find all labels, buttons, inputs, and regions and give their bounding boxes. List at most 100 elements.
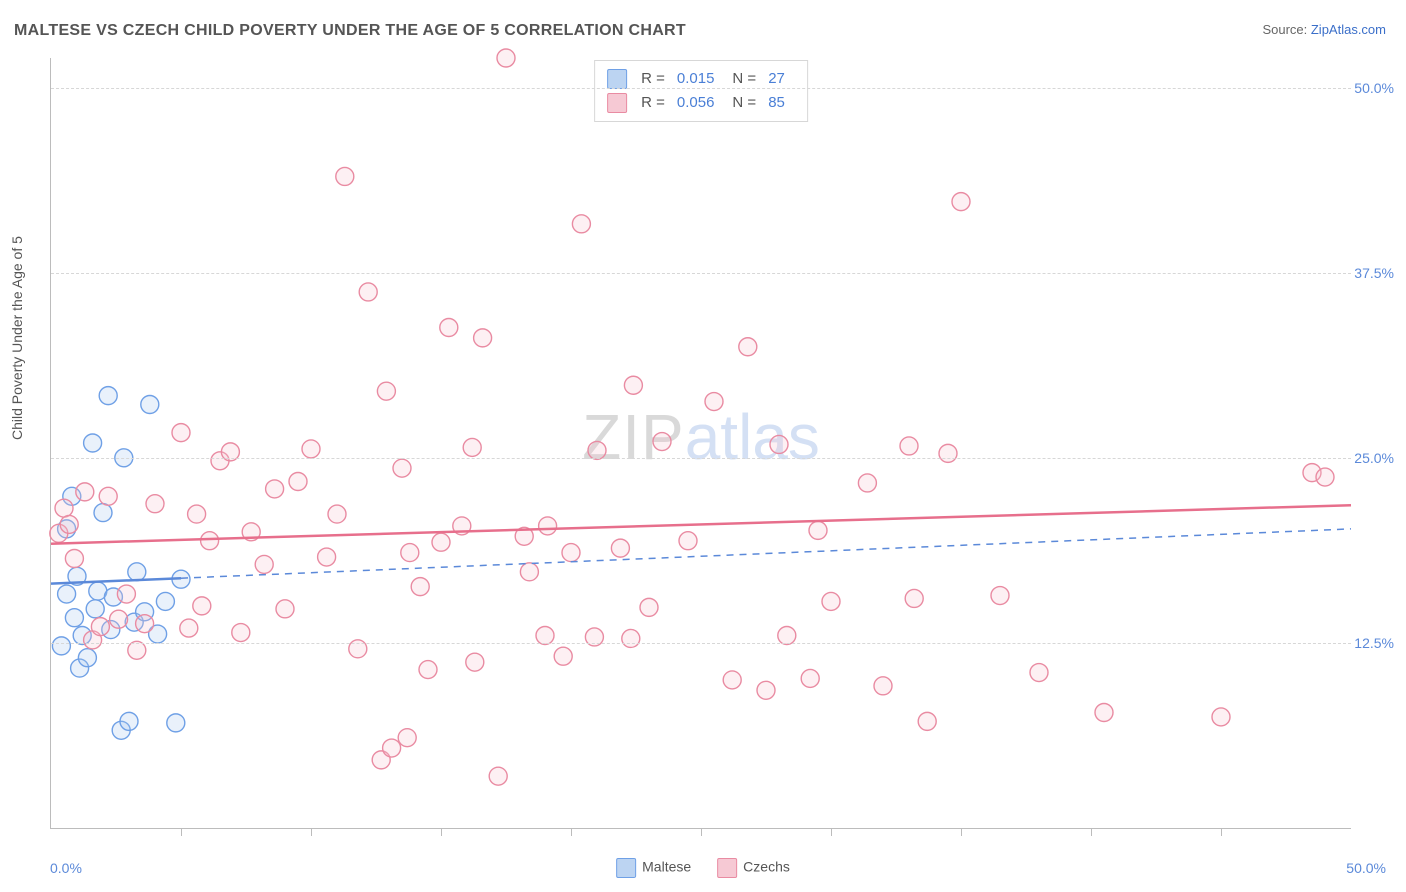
data-point-czechs (328, 505, 346, 523)
data-point-maltese (84, 434, 102, 452)
x-axis-max-label: 50.0% (1346, 860, 1386, 876)
grid-line (51, 88, 1351, 89)
data-point-maltese (156, 592, 174, 610)
data-point-czechs (809, 521, 827, 539)
data-point-czechs (91, 618, 109, 636)
data-point-czechs (679, 532, 697, 550)
x-tick (1221, 828, 1222, 836)
grid-line (51, 458, 1351, 459)
data-point-czechs (536, 627, 554, 645)
data-point-czechs (723, 671, 741, 689)
data-point-czechs (359, 283, 377, 301)
x-tick (441, 828, 442, 836)
data-point-czechs (1212, 708, 1230, 726)
data-point-czechs (918, 712, 936, 730)
data-point-czechs (991, 587, 1009, 605)
legend-label-maltese: Maltese (642, 859, 691, 875)
data-point-czechs (117, 585, 135, 603)
data-point-czechs (640, 598, 658, 616)
chart-svg (51, 58, 1351, 828)
data-point-czechs (377, 382, 395, 400)
data-point-czechs (554, 647, 572, 665)
data-point-czechs (757, 681, 775, 699)
data-point-maltese (99, 387, 117, 405)
data-point-czechs (411, 578, 429, 596)
grid-line (51, 643, 1351, 644)
data-point-czechs (232, 624, 250, 642)
data-point-czechs (276, 600, 294, 618)
legend-swatch-maltese (616, 858, 636, 878)
data-point-czechs (401, 544, 419, 562)
data-point-maltese (65, 609, 83, 627)
y-tick-label: 25.0% (1354, 450, 1394, 466)
data-point-czechs (432, 533, 450, 551)
data-point-maltese (58, 585, 76, 603)
data-point-czechs (398, 729, 416, 747)
x-tick (181, 828, 182, 836)
y-tick-label: 37.5% (1354, 265, 1394, 281)
source-link[interactable]: ZipAtlas.com (1311, 22, 1386, 37)
x-tick (571, 828, 572, 836)
data-point-czechs (255, 555, 273, 573)
data-point-czechs (440, 319, 458, 337)
data-point-czechs (497, 49, 515, 67)
data-point-czechs (65, 550, 83, 568)
data-point-czechs (822, 592, 840, 610)
data-point-czechs (739, 338, 757, 356)
data-point-maltese (94, 504, 112, 522)
data-point-czechs (419, 661, 437, 679)
y-tick-label: 12.5% (1354, 635, 1394, 651)
data-point-czechs (952, 193, 970, 211)
data-point-czechs (336, 167, 354, 185)
data-point-czechs (180, 619, 198, 637)
data-point-maltese (120, 712, 138, 730)
legend-item-maltese: Maltese (616, 858, 691, 878)
x-tick (701, 828, 702, 836)
data-point-czechs (172, 424, 190, 442)
data-point-czechs (60, 515, 78, 533)
data-point-maltese (52, 637, 70, 655)
data-point-czechs (266, 480, 284, 498)
data-point-czechs (289, 473, 307, 491)
data-point-czechs (55, 499, 73, 517)
data-point-czechs (588, 441, 606, 459)
data-point-czechs (136, 615, 154, 633)
series-legend: Maltese Czechs (616, 858, 790, 878)
y-tick-label: 50.0% (1354, 80, 1394, 96)
data-point-czechs (705, 393, 723, 411)
source-credit: Source: ZipAtlas.com (1262, 22, 1386, 37)
data-point-czechs (1316, 468, 1334, 486)
data-point-czechs (539, 517, 557, 535)
data-point-czechs (562, 544, 580, 562)
data-point-maltese (128, 563, 146, 581)
data-point-czechs (801, 669, 819, 687)
data-point-czechs (489, 767, 507, 785)
data-point-czechs (874, 677, 892, 695)
data-point-maltese (78, 649, 96, 667)
x-tick (1091, 828, 1092, 836)
legend-label-czechs: Czechs (743, 859, 790, 875)
data-point-czechs (770, 435, 788, 453)
grid-line (51, 273, 1351, 274)
data-point-maltese (141, 396, 159, 414)
data-point-czechs (99, 487, 117, 505)
data-point-czechs (905, 589, 923, 607)
legend-swatch-czechs (717, 858, 737, 878)
chart-title: MALTESE VS CZECH CHILD POVERTY UNDER THE… (14, 22, 686, 40)
data-point-czechs (146, 495, 164, 513)
data-point-czechs (193, 597, 211, 615)
legend-item-czechs: Czechs (717, 858, 790, 878)
data-point-maltese (167, 714, 185, 732)
data-point-czechs (900, 437, 918, 455)
x-tick (961, 828, 962, 836)
data-point-czechs (858, 474, 876, 492)
trend-line-maltese-dashed (181, 529, 1351, 578)
data-point-czechs (624, 376, 642, 394)
x-axis-min-label: 0.0% (50, 860, 82, 876)
data-point-czechs (520, 563, 538, 581)
plot-area: ZIPatlas R =0.015N =27R =0.056N =85 (50, 58, 1351, 829)
data-point-czechs (383, 739, 401, 757)
data-point-czechs (1030, 664, 1048, 682)
data-point-czechs (939, 444, 957, 462)
data-point-czechs (778, 627, 796, 645)
